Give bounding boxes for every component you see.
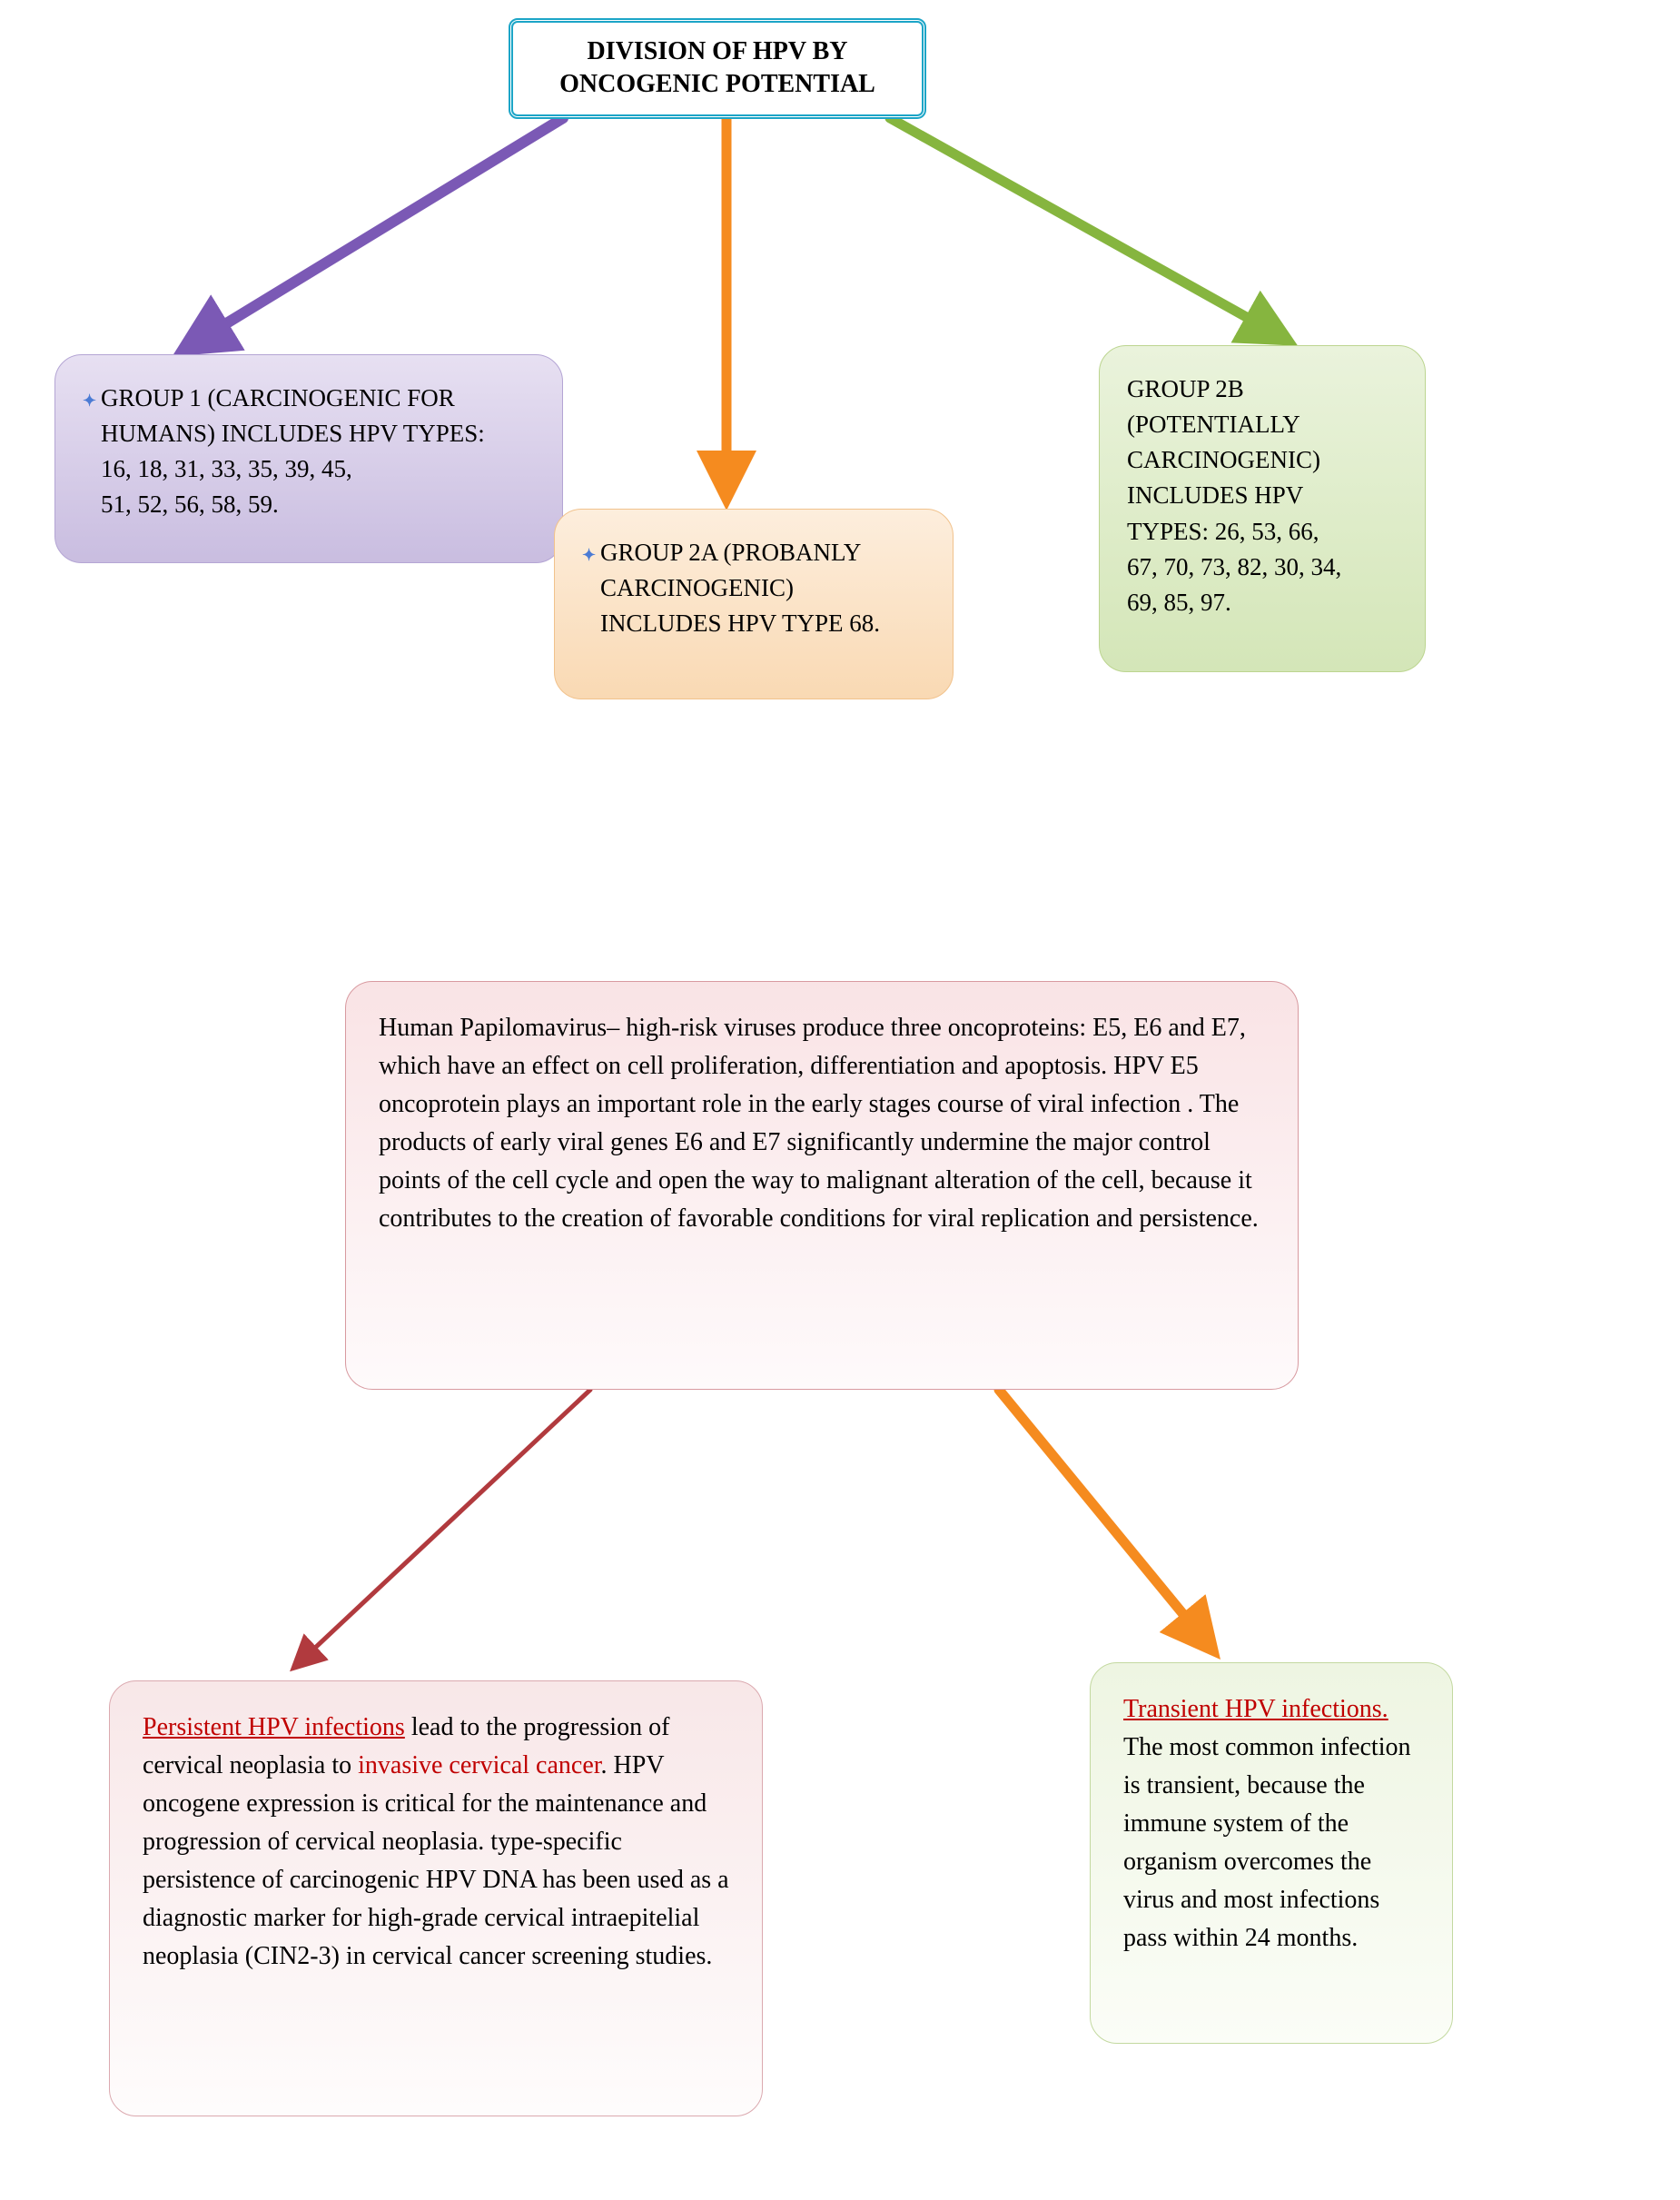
transient-box: Transient HPV infections. The most commo… [1090, 1662, 1453, 2044]
group2b-box: GROUP 2B (POTENTIALLY CARCINOGENIC) INCL… [1099, 345, 1426, 672]
persistent-highlight: invasive cervical cancer [358, 1751, 600, 1779]
bullet-icon [83, 381, 101, 523]
persistent-box: Persistent HPV infections lead to the pr… [109, 1680, 763, 2116]
group2b-line3: CARCINOGENIC) [1127, 446, 1320, 473]
info-main-text: Human Papilomavirus– high-risk viruses p… [379, 1014, 1259, 1233]
transient-title: Transient HPV infections. [1123, 1695, 1388, 1723]
arrow-main-to-persistent [300, 1390, 590, 1662]
group2a-line2: CARCINOGENIC) [600, 574, 794, 601]
arrow-main-to-transient [999, 1390, 1208, 1644]
info-main-box: Human Papilomavirus– high-risk viruses p… [345, 981, 1299, 1390]
group1-line2: HUMANS) INCLUDES HPV TYPES: [101, 420, 485, 447]
group2a-line1: GROUP 2A (PROBANLY [600, 539, 861, 566]
persistent-mid2: . HPV oncogene expression is critical fo… [143, 1751, 729, 1970]
persistent-title: Persistent HPV infections [143, 1713, 405, 1741]
title-line2: ONCOGENIC POTENTIAL [559, 70, 875, 98]
group2b-line5: TYPES: 26, 53, 66, [1127, 518, 1319, 545]
group2b-line1: GROUP 2B [1127, 375, 1244, 402]
group2b-line7: 69, 85, 97. [1127, 589, 1231, 616]
group2a-box: GROUP 2A (PROBANLY CARCINOGENIC) INCLUDE… [554, 509, 954, 699]
group1-line4: 51, 52, 56, 58, 59. [101, 491, 279, 518]
group2b-line4: INCLUDES HPV [1127, 481, 1303, 509]
group2b-line6: 67, 70, 73, 82, 30, 34, [1127, 553, 1341, 580]
title-line1: DIVISION OF HPV BY [587, 37, 847, 65]
group2b-line2: (POTENTIALLY [1127, 411, 1300, 438]
arrow-title-to-group1 [191, 118, 563, 345]
group2a-line3: INCLUDES HPV TYPE 68. [600, 609, 880, 637]
arrow-title-to-group2b [890, 118, 1280, 336]
title-box: DIVISION OF HPV BY ONCOGENIC POTENTIAL [509, 18, 926, 119]
transient-body: The most common infection is transient, … [1123, 1733, 1411, 1952]
group1-line1: GROUP 1 (CARCINOGENIC FOR [101, 384, 455, 411]
diagram-canvas: DIVISION OF HPV BY ONCOGENIC POTENTIAL G… [0, 0, 1680, 2200]
bullet-icon [582, 535, 600, 641]
group1-box: GROUP 1 (CARCINOGENIC FOR HUMANS) INCLUD… [54, 354, 563, 563]
group1-line3: 16, 18, 31, 33, 35, 39, 45, [101, 455, 352, 482]
